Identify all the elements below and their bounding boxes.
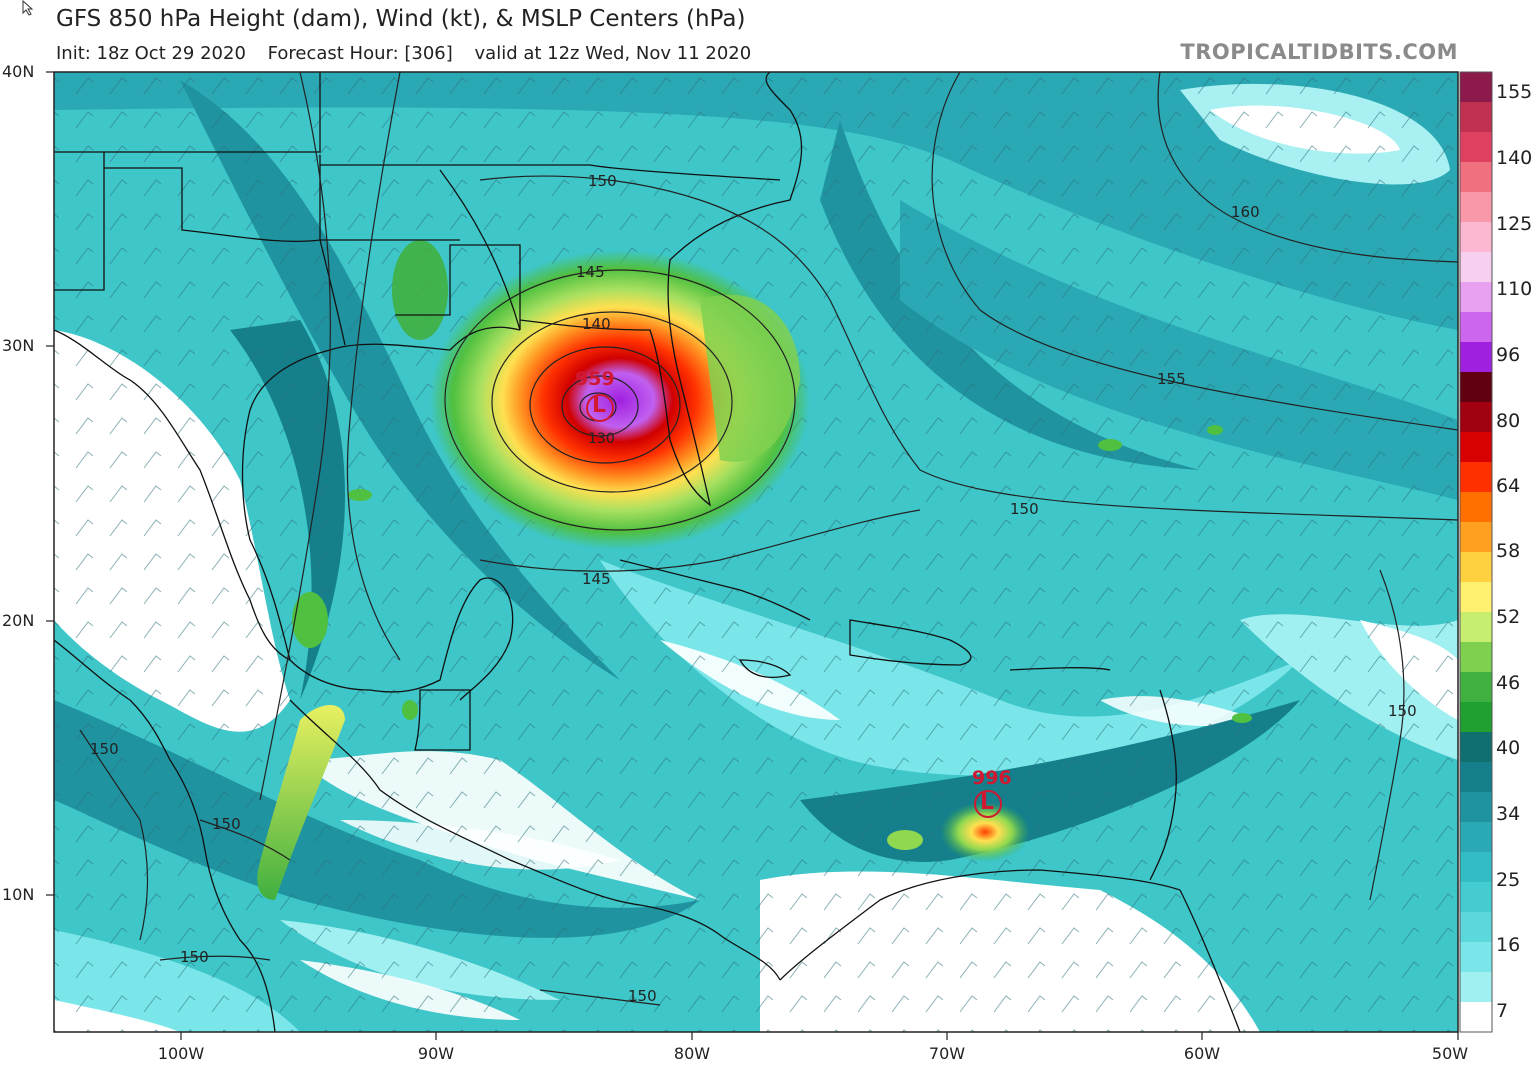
lon-label: 100W [157,1044,205,1063]
valid-time: valid at 12z Wed, Nov 11 2020 [474,43,752,64]
contour-label: 130 [588,431,615,447]
colorbar-swatch [1460,102,1492,133]
pressure-center-value: 996 [972,767,1012,789]
colorbar-swatch [1460,162,1492,193]
contour-label: 150 [628,987,657,1005]
contour-label: 150 [1010,500,1039,518]
lon-label: 80W [673,1044,711,1063]
lat-label: 40N [2,62,35,81]
colorbar-swatch [1460,672,1492,703]
colorbar-label: 64 [1496,475,1521,497]
contour-label: 150 [588,172,617,190]
colorbar-swatch [1460,132,1492,163]
lon-label: 60W [1183,1044,1221,1063]
colorbar-label: 25 [1496,869,1521,891]
colorbar-swatch [1460,852,1492,883]
colorbar-swatch [1460,282,1492,313]
map-title: GFS 850 hPa Height (dam), Wind (kt), & M… [56,6,746,32]
colorbar-swatch [1460,972,1492,1003]
colorbar-swatch [1460,462,1492,493]
lat-label: 20N [2,611,35,630]
contour-label: 145 [582,570,611,588]
contour-label: 145 [576,263,605,281]
colorbar-label: 58 [1496,540,1521,562]
colorbar-label: 96 [1496,344,1521,366]
colorbar-label: 110 [1496,278,1533,300]
colorbar-swatch [1460,732,1492,763]
colorbar-swatch [1460,792,1492,823]
contour-label: 150 [90,740,119,758]
colorbar-swatch [1460,612,1492,643]
lon-label: 90W [417,1044,455,1063]
forecast-hour: Forecast Hour: [306] [267,43,453,64]
colorbar-label: 40 [1496,737,1521,759]
colorbar-swatch [1460,312,1492,343]
colorbar-swatch [1460,522,1492,553]
colorbar-swatch [1460,252,1492,283]
pressure-center-value: 959 [575,368,615,390]
low-symbol: L [980,790,995,815]
colorbar-label: 155 [1496,81,1533,103]
contour-label: 155 [1157,370,1186,388]
colorbar-swatch [1460,822,1492,853]
contour-label: 150 [180,948,209,966]
low-symbol: L [592,393,607,418]
colorbar-swatch [1460,402,1492,433]
mouse-cursor-icon [22,0,34,16]
brand-watermark: TROPICALTIDBITS.COM [1180,40,1458,64]
lon-label: 50W [1431,1044,1469,1063]
colorbar-swatch [1460,702,1492,733]
colorbar [1460,72,1492,1033]
colorbar-swatch [1460,342,1492,373]
colorbar-label: 52 [1496,606,1521,628]
colorbar-swatch [1460,72,1492,103]
colorbar-swatch [1460,762,1492,793]
colorbar-swatch [1460,642,1492,673]
colorbar-swatch [1460,552,1492,583]
lon-label: 70W [928,1044,966,1063]
colorbar-label: 34 [1496,803,1521,825]
lat-label: 10N [2,885,35,904]
colorbar-swatch [1460,372,1492,403]
colorbar-swatch [1460,432,1492,463]
colorbar-swatch [1460,222,1492,253]
colorbar-label: 46 [1496,672,1521,694]
contour-label: 150 [212,815,241,833]
colorbar-label: 125 [1496,213,1533,235]
colorbar-label: 16 [1496,934,1521,956]
colorbar-swatch [1460,1002,1492,1033]
colorbar-swatch [1460,912,1492,943]
map-subtitle: Init: 18z Oct 29 2020 Forecast Hour: [30… [56,43,767,64]
colorbar-swatch [1460,942,1492,973]
colorbar-swatch [1460,582,1492,613]
colorbar-swatch [1460,492,1492,523]
colorbar-swatch [1460,882,1492,913]
colorbar-label: 80 [1496,410,1521,432]
colorbar-label: 7 [1496,1000,1509,1022]
contour-label: 160 [1231,203,1260,221]
init-time: Init: 18z Oct 29 2020 [56,43,246,64]
contour-label: 150 [1388,702,1417,720]
colorbar-label: 140 [1496,147,1533,169]
lat-label: 30N [2,336,35,355]
contour-label: 140 [582,315,611,333]
colorbar-swatch [1460,192,1492,223]
